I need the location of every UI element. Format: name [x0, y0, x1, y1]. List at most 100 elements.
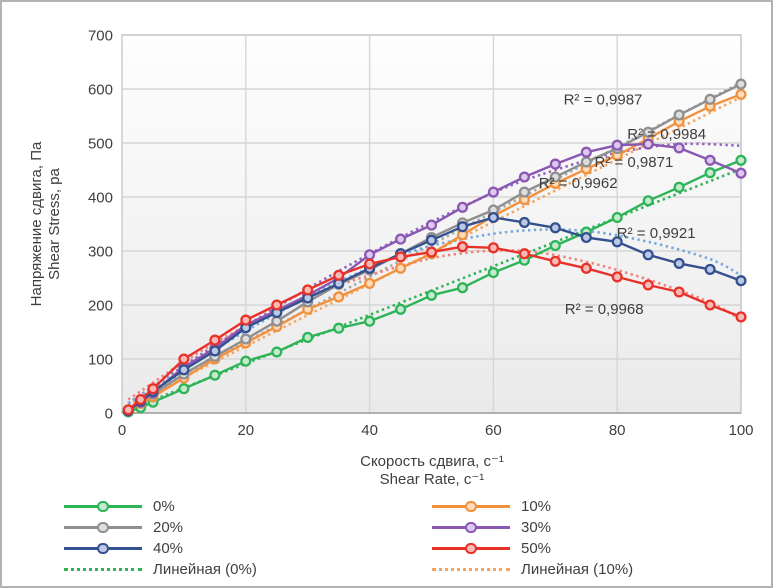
- series-0pct-marker: [178, 383, 190, 395]
- series-50pct-marker: [147, 383, 159, 395]
- legend-item-linear-0pct: Линейная (0%): [64, 561, 432, 578]
- r2-annotation: R² = 0,9871: [594, 154, 673, 171]
- legend-label: 30%: [521, 519, 552, 536]
- series-20pct-marker: [518, 186, 530, 198]
- y-tick-label: 600: [88, 82, 113, 99]
- y-tick-label: 100: [88, 352, 113, 369]
- legend-label: 50%: [521, 540, 552, 557]
- series-20pct-line: [127, 83, 742, 412]
- r2-annotation: R² = 0,9984: [627, 126, 706, 143]
- series-10pct-marker: [395, 262, 407, 274]
- series-50pct-marker: [122, 404, 134, 416]
- series-10pct-marker: [735, 88, 747, 100]
- legend-item-linear-10pct: Линейная (10%): [432, 561, 732, 578]
- series-0pct-marker: [240, 355, 252, 367]
- series-30pct-marker: [518, 171, 530, 183]
- series-50pct-marker: [549, 255, 561, 267]
- series-40pct-marker: [642, 249, 654, 261]
- x-tick-label: 0: [118, 422, 126, 439]
- legend-marker-dot: [97, 500, 109, 513]
- legend-swatch-linear-0pct: [64, 568, 142, 571]
- y-tick-label: 200: [88, 298, 113, 315]
- series-50pct-line: [127, 245, 742, 411]
- legend-swatch-10pct: [432, 498, 510, 515]
- series-40pct-marker: [178, 364, 190, 376]
- y-tick-label: 300: [88, 244, 113, 261]
- series-0pct-marker: [642, 195, 654, 207]
- x-axis-title-line1: Скорость сдвига, с⁻¹: [360, 453, 504, 470]
- r2-annotation: R² = 0,9968: [565, 301, 644, 318]
- series-0pct-marker: [549, 240, 561, 252]
- series-50pct-marker: [135, 393, 147, 406]
- series-0pct-marker: [456, 282, 469, 294]
- legend-item-20pct: 20%: [64, 519, 432, 536]
- series-50pct-marker: [364, 258, 376, 270]
- series-30pct-marker: [642, 138, 654, 150]
- legend-label: Линейная (10%): [521, 561, 634, 578]
- series-50pct-marker: [673, 286, 685, 298]
- legend-marker-dot: [97, 521, 109, 534]
- y-axis-title: Напряжение сдвига, Па Shear Stress, pa: [28, 74, 64, 374]
- legend-item-0pct: 0%: [64, 498, 432, 515]
- series-30pct-marker: [487, 186, 499, 198]
- r2-annotation: R² = 0,9962: [539, 175, 618, 192]
- y-tick-label: 500: [88, 136, 113, 153]
- series-20pct-marker: [673, 109, 685, 121]
- series-50pct-marker: [333, 269, 345, 281]
- legend-swatch-linear-10pct: [432, 568, 510, 571]
- legend-swatch-0pct: [64, 498, 142, 515]
- series-20pct-marker: [580, 156, 592, 168]
- series-50pct-marker: [735, 311, 747, 323]
- series-20pct-marker: [642, 126, 654, 138]
- series-0pct-marker: [395, 303, 407, 315]
- legend-label: 10%: [521, 498, 552, 515]
- y-tick-label: 0: [105, 406, 113, 423]
- legend-marker-dot: [465, 500, 477, 513]
- series-20pct-marker: [704, 93, 716, 105]
- x-axis-title-line2: Shear Rate, с⁻¹: [379, 471, 485, 488]
- series-40pct-marker: [209, 345, 221, 357]
- series-50pct-marker: [611, 271, 623, 283]
- legend-label: 40%: [153, 540, 184, 557]
- series-40pct-marker: [704, 263, 716, 275]
- legend-label: Линейная (0%): [153, 561, 257, 578]
- legend-item-30pct: 30%: [432, 519, 732, 536]
- series-50pct-marker: [271, 299, 283, 311]
- legend-marker-dot: [465, 521, 477, 534]
- series-20pct-marker: [240, 333, 252, 345]
- series-50pct-marker: [704, 299, 716, 311]
- y-axis-title-line2: Shear Stress, pa: [46, 168, 63, 280]
- series-50pct-marker: [456, 241, 469, 253]
- series-30pct-marker: [611, 139, 623, 151]
- series-10pct-marker: [364, 277, 376, 289]
- series-50pct-marker: [580, 262, 592, 274]
- series-0pct-marker: [487, 267, 499, 279]
- x-tick-label: 100: [728, 422, 753, 439]
- series-0pct-marker: [735, 154, 747, 166]
- series-40pct-marker: [580, 231, 592, 244]
- x-tick-label: 80: [609, 422, 626, 439]
- series-50pct-marker: [209, 334, 221, 346]
- series-40pct-line: [127, 216, 742, 412]
- series-30pct-marker: [704, 154, 716, 166]
- series-0pct-marker: [209, 369, 221, 381]
- legend-marker-dot: [465, 542, 477, 555]
- legend-marker-dot: [97, 542, 109, 555]
- series-50pct-marker: [487, 242, 499, 254]
- legend-swatch-30pct: [432, 519, 510, 536]
- series-0pct-marker: [271, 346, 283, 358]
- series-30pct-marker: [425, 219, 438, 231]
- legend-item-50pct: 50%: [432, 540, 732, 557]
- x-axis-title: Скорость сдвига, с⁻¹ Shear Rate, с⁻¹: [232, 453, 632, 489]
- series-0pct-marker: [704, 167, 716, 179]
- series-40pct-marker: [487, 211, 499, 224]
- series-40pct-marker: [735, 275, 747, 287]
- series-0pct-marker: [673, 181, 685, 193]
- trendline-40pct: [127, 228, 742, 405]
- x-tick-label: 20: [237, 422, 254, 439]
- y-axis-title-line1: Напряжение сдвига, Па: [28, 141, 45, 307]
- legend-label: 20%: [153, 519, 184, 536]
- series-0pct-line: [127, 159, 742, 414]
